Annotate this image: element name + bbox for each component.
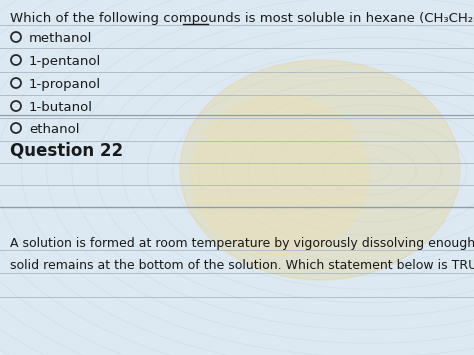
Ellipse shape	[180, 60, 460, 280]
Text: A solution is formed at room temperature by vigorously dissolving enough of the : A solution is formed at room temperature…	[10, 237, 474, 250]
Text: 1-propanol: 1-propanol	[29, 78, 101, 91]
Text: 1-pentanol: 1-pentanol	[29, 55, 101, 68]
Ellipse shape	[190, 95, 370, 255]
Text: ethanol: ethanol	[29, 123, 80, 136]
Text: Question 22: Question 22	[10, 142, 123, 160]
Text: 1-butanol: 1-butanol	[29, 101, 93, 114]
Text: methanol: methanol	[29, 32, 92, 45]
Text: Which of the following compounds is most soluble in hexane (CH₃CH₂CH₂CH₂CH₂C: Which of the following compounds is most…	[10, 12, 474, 25]
Text: solid remains at the bottom of the solution. Which statement below is TRUE?: solid remains at the bottom of the solut…	[10, 259, 474, 272]
